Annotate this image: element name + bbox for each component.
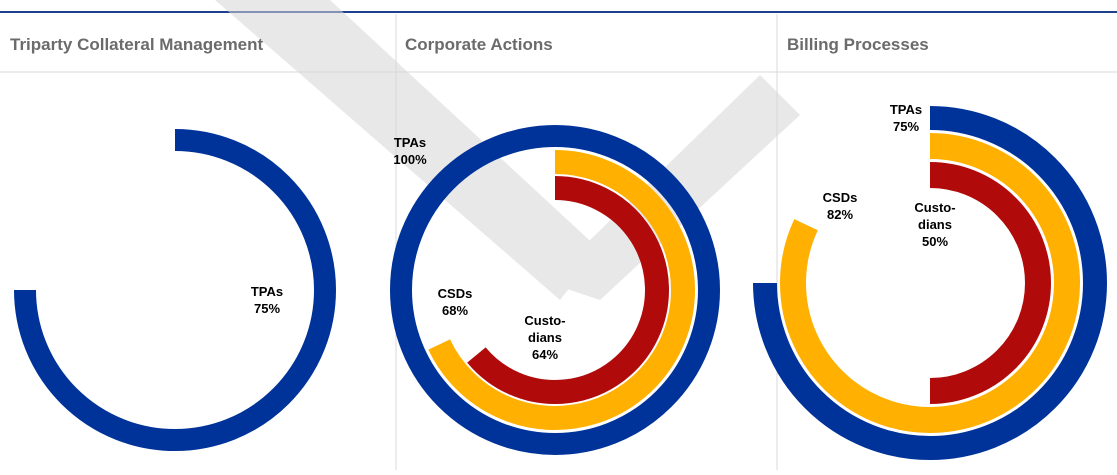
ring-bar [780,133,1080,433]
value-label: 82% [827,207,853,222]
ring-bar [753,106,1107,460]
series-label: Custo-dians [914,200,955,232]
panel-title: Corporate Actions [405,35,553,54]
value-label: 100% [393,152,427,167]
ring-bar [467,176,669,404]
watermark-stroke [215,0,600,300]
series-label: TPAs [394,135,426,150]
series-label: TPAs [890,102,922,117]
panel-title: Triparty Collateral Management [10,35,264,54]
value-label: 50% [922,234,948,249]
panel-title: Billing Processes [787,35,929,54]
value-label: 64% [532,347,558,362]
series-label: TPAs [251,284,283,299]
value-label: 75% [893,119,919,134]
value-label: 68% [442,303,468,318]
series-label: CSDs [823,190,858,205]
radial-chart: Corporate Actions TPAs 100% CSDs 68% Custo-di… [390,35,720,455]
radial-chart: Billing Processes TPAs 75% CSDs 82% Custo-dia… [753,35,1107,460]
ring-bar [14,129,336,451]
radial-chart: Triparty Collateral Management TPAs 75% [10,35,336,451]
ring-bar [390,125,720,455]
ring-bar [929,162,1051,404]
ring-bar [428,150,695,430]
series-label: CSDs [438,286,473,301]
value-label: 75% [254,301,280,316]
series-label: Custo-dians [524,313,565,345]
